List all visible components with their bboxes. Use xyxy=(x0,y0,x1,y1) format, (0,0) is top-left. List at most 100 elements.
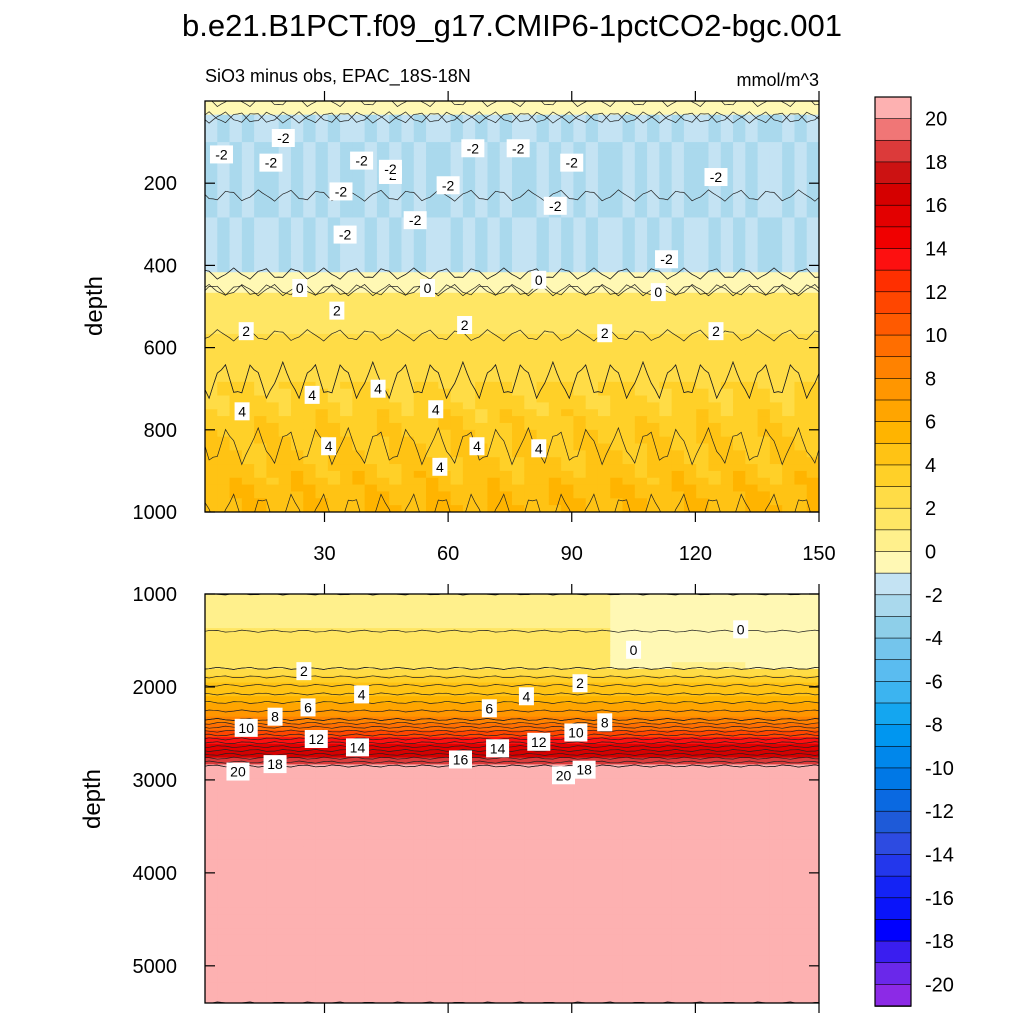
contour-fill-cell xyxy=(585,224,599,232)
contour-fill-cell xyxy=(720,347,734,356)
contour-fill-cell xyxy=(622,491,636,499)
contour-fill-cell xyxy=(585,320,599,328)
contour-fill-cell xyxy=(794,142,808,150)
contour-fill-cell xyxy=(585,682,599,691)
contour-fill-cell xyxy=(696,196,710,205)
contour-fill-cell xyxy=(290,703,304,711)
contour-fill-cell xyxy=(229,292,243,301)
contour-fill-cell xyxy=(745,196,759,205)
contour-fill-cell xyxy=(462,675,476,684)
contour-fill-cell xyxy=(806,505,819,512)
contour-fill-cell xyxy=(659,662,673,670)
contour-fill-cell xyxy=(782,107,796,116)
contour-fill-cell xyxy=(303,491,317,499)
contour-fill-cell xyxy=(426,340,439,349)
contour-fill-cell xyxy=(290,210,304,219)
contour-fill-cell xyxy=(426,422,439,431)
contour-fill-cell xyxy=(340,648,353,656)
contour-fill-cell xyxy=(622,107,636,116)
contour-fill-cell xyxy=(205,689,218,697)
contour-fill-cell xyxy=(450,743,464,752)
contour-fill-cell xyxy=(622,190,636,198)
contour-fill-cell xyxy=(671,333,685,342)
contour-fill-cell xyxy=(389,285,403,294)
contour-fill-cell xyxy=(364,272,378,280)
contour-fill-cell xyxy=(241,299,255,308)
contour-fill-cell xyxy=(340,450,353,458)
contour-fill-cell xyxy=(536,723,550,731)
contour-fill-cell xyxy=(597,491,611,499)
contour-fill-cell xyxy=(327,210,341,219)
contour-fill-cell xyxy=(303,600,317,609)
contour-fill-cell xyxy=(229,381,243,390)
contour-fill-cell xyxy=(573,395,587,403)
contour-fill-cell xyxy=(622,265,636,273)
contour-fill-cell xyxy=(217,812,231,820)
contour-fill-cell xyxy=(499,190,513,198)
contour-fill-cell xyxy=(376,771,390,779)
contour-fill-cell xyxy=(438,155,452,164)
contour-fill-cell xyxy=(340,443,353,451)
contour-fill-cell xyxy=(254,402,267,410)
contour-fill-cell xyxy=(364,641,378,650)
contour-fill-cell xyxy=(315,491,329,499)
contour-fill-cell xyxy=(512,778,525,786)
contour-fill-cell xyxy=(352,231,366,239)
contour-fill-cell xyxy=(585,662,599,670)
contour-fill-cell xyxy=(524,402,538,410)
contour-fill-cell xyxy=(499,621,513,629)
contour-fill-cell xyxy=(254,183,267,191)
contour-fill-cell xyxy=(499,368,513,376)
contour-fill-cell xyxy=(561,641,574,650)
contour-fill-cell xyxy=(782,162,796,171)
contour-fill-cell xyxy=(426,839,439,847)
contour-fill-cell xyxy=(438,285,452,294)
contour-fill-cell xyxy=(806,450,819,458)
contour-fill-cell xyxy=(290,805,304,813)
contour-fill-cell xyxy=(757,805,771,813)
contour-fill-cell xyxy=(254,505,267,512)
contour-fill-cell xyxy=(266,422,280,431)
contour-fill-cell xyxy=(389,231,403,239)
contour-fill-cell xyxy=(671,231,685,239)
contour-fill-cell xyxy=(806,169,819,177)
contour-fill-cell xyxy=(647,818,660,827)
contour-fill-cell xyxy=(733,340,746,349)
contour-fill-cell xyxy=(671,347,685,356)
contour-fill-cell xyxy=(806,135,819,143)
contour-fill-cell xyxy=(769,121,783,129)
contour-fill-cell xyxy=(413,299,427,308)
contour-fill-cell xyxy=(708,641,722,650)
contour-fill-cell xyxy=(499,121,513,129)
contour-fill-cell xyxy=(757,244,771,253)
contour-fill-cell xyxy=(241,805,255,813)
contour-fill-cell xyxy=(782,778,796,786)
contour-fill-cell xyxy=(610,190,624,198)
contour-fill-cell xyxy=(327,703,341,711)
contour-fill-cell xyxy=(327,375,341,383)
contour-fill-cell xyxy=(229,505,243,512)
contour-fill-cell xyxy=(205,292,218,301)
contour-fill-cell xyxy=(720,443,734,451)
contour-fill-cell xyxy=(254,750,267,759)
contour-fill-cell xyxy=(413,340,427,349)
contour-fill-cell xyxy=(597,464,611,472)
contour-fill-cell xyxy=(241,709,255,718)
contour-fill-cell xyxy=(254,265,267,273)
contour-fill-cell xyxy=(499,436,513,445)
contour-fill-cell xyxy=(426,375,439,383)
contour-fill-cell xyxy=(327,135,341,143)
contour-fill-cell xyxy=(413,272,427,280)
contour-fill-cell xyxy=(364,812,378,820)
contour-fill-cell xyxy=(647,668,660,677)
contour-fill-cell xyxy=(487,375,501,383)
contour-fill-cell xyxy=(573,607,587,616)
contour-fill-cell xyxy=(389,470,403,479)
contour-fill-cell xyxy=(364,244,378,253)
contour-fill-cell xyxy=(438,162,452,171)
contour-fill-cell xyxy=(303,409,317,417)
contour-fill-cell xyxy=(634,121,648,129)
contour-fill-cell xyxy=(438,600,452,609)
contour-fill-cell xyxy=(426,682,439,691)
contour-fill-cell xyxy=(450,285,464,294)
